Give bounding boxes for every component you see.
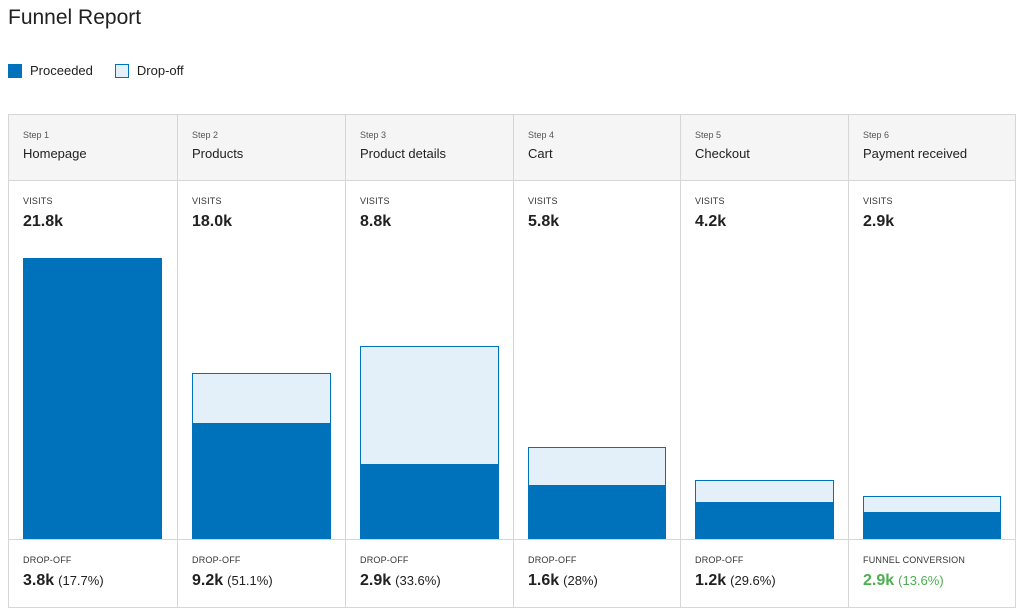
legend-swatch-dropoff xyxy=(114,63,129,78)
legend-label-proceeded: Proceeded xyxy=(30,63,93,78)
bar-proceeded[interactable] xyxy=(695,501,834,539)
bar-plot xyxy=(514,115,680,607)
visits-label: VISITS xyxy=(695,196,725,206)
funnel-step-4: Step 4 Cart VISITS 5.8k DROP-OFF 1.6k (28%) xyxy=(513,115,680,607)
visits-value: 4.2k xyxy=(695,213,727,230)
legend-label-dropoff: Drop-off xyxy=(136,63,184,78)
bar-dropoff[interactable] xyxy=(192,372,331,423)
footer-value-row: 1.2k (29.6%) xyxy=(695,572,776,590)
footer-value: 3.8k xyxy=(23,572,55,589)
footer-label: DROP-OFF xyxy=(695,555,744,565)
legend-item-dropoff[interactable]: Drop-off xyxy=(114,63,184,78)
funnel-step-3: Step 3 Product details VISITS 8.8k DROP-OFF 2… xyxy=(345,115,513,607)
bar-plot xyxy=(346,115,513,607)
bar-proceeded[interactable] xyxy=(23,258,162,539)
footer-value-row: 3.8k (17.7%) xyxy=(23,572,104,590)
footer-value: 2.9k xyxy=(863,572,895,589)
step-number: Step 5 xyxy=(695,130,722,140)
step-header: Step 1 Homepage xyxy=(9,115,177,181)
footer-percent: (13.6%) xyxy=(898,573,944,588)
footer-label: FUNNEL CONVERSION xyxy=(863,555,966,565)
funnel-step-1: Step 1 Homepage VISITS 21.8k DROP-OFF 3.8k (17… xyxy=(9,115,177,607)
step-footer: DROP-OFF 2.9k (33.6%) xyxy=(346,539,513,607)
bar-proceeded[interactable] xyxy=(528,484,666,539)
footer-label: DROP-OFF xyxy=(23,555,72,565)
page-title: Funnel Report xyxy=(8,6,142,29)
visits-label: VISITS xyxy=(192,196,222,206)
footer-value: 2.9k xyxy=(360,572,392,589)
bar-dropoff[interactable] xyxy=(695,479,834,502)
funnel-step-6: Step 6 Payment received VISITS 2.9k FUNNEL C… xyxy=(848,115,1015,607)
footer-percent: (17.7%) xyxy=(58,573,104,588)
footer-label: DROP-OFF xyxy=(192,555,241,565)
bar-dropoff[interactable] xyxy=(528,447,666,485)
footer-value: 1.6k xyxy=(528,572,560,589)
footer-percent: (33.6%) xyxy=(395,573,441,588)
step-footer: FUNNEL CONVERSION 2.9k (13.6%) xyxy=(849,539,1015,607)
step-name: Checkout xyxy=(695,146,750,161)
bar-dropoff[interactable] xyxy=(360,345,499,465)
step-footer: DROP-OFF 1.6k (28%) xyxy=(514,539,680,607)
funnel-step-5: Step 5 Checkout VISITS 4.2k DROP-OFF 1.2k (29.… xyxy=(680,115,848,607)
step-name: Product details xyxy=(360,146,446,161)
footer-value: 9.2k xyxy=(192,572,224,589)
step-name: Cart xyxy=(528,146,553,161)
legend-item-proceeded[interactable]: Proceeded xyxy=(8,63,93,78)
step-number: Step 1 xyxy=(23,130,50,140)
step-name: Homepage xyxy=(23,146,87,161)
legend-swatch-proceeded xyxy=(8,63,22,78)
step-name: Payment received xyxy=(863,146,968,161)
funnel-chart: Step 1 Homepage VISITS 21.8k DROP-OFF 3.8k (17… xyxy=(8,114,1016,608)
visits-value: 5.8k xyxy=(528,213,560,230)
visits-label: VISITS xyxy=(360,196,390,206)
visits-value: 8.8k xyxy=(360,213,392,230)
step-header: Step 5 Checkout xyxy=(681,115,848,181)
visits-label: VISITS xyxy=(23,196,53,206)
step-header: Step 6 Payment received xyxy=(849,115,1015,181)
step-number: Step 3 xyxy=(360,130,387,140)
bar-plot xyxy=(681,115,848,607)
bar-proceeded[interactable] xyxy=(863,511,1001,539)
bar-plot xyxy=(9,115,177,607)
footer-label: DROP-OFF xyxy=(528,555,577,565)
visits-label: VISITS xyxy=(863,196,893,206)
footer-percent: (28%) xyxy=(563,573,598,588)
visits-label: VISITS xyxy=(528,196,558,206)
visits-value: 18.0k xyxy=(192,213,233,230)
step-header: Step 2 Products xyxy=(178,115,345,181)
footer-value: 1.2k xyxy=(695,572,727,589)
legend: Proceeded Drop-off xyxy=(8,63,206,78)
step-number: Step 4 xyxy=(528,130,555,140)
step-footer: DROP-OFF 9.2k (51.1%) xyxy=(178,539,345,607)
step-footer: DROP-OFF 1.2k (29.6%) xyxy=(681,539,848,607)
footer-value-row: 1.6k (28%) xyxy=(528,572,598,590)
bar-proceeded[interactable] xyxy=(360,464,499,539)
footer-value-row: 2.9k (33.6%) xyxy=(360,572,441,590)
visits-value: 2.9k xyxy=(863,213,895,230)
step-number: Step 6 xyxy=(863,130,890,140)
step-header: Step 3 Product details xyxy=(346,115,513,181)
footer-label: DROP-OFF xyxy=(360,555,409,565)
footer-value-row: 2.9k (13.6%) xyxy=(863,572,944,590)
footer-percent: (29.6%) xyxy=(730,573,776,588)
footer-value-row: 9.2k (51.1%) xyxy=(192,572,273,590)
bar-dropoff[interactable] xyxy=(863,496,1001,512)
bar-plot xyxy=(849,115,1015,607)
bar-plot xyxy=(178,115,345,607)
footer-percent: (51.1%) xyxy=(227,573,273,588)
step-number: Step 2 xyxy=(192,130,219,140)
bar-proceeded[interactable] xyxy=(192,422,331,539)
step-name: Products xyxy=(192,146,244,161)
step-footer: DROP-OFF 3.8k (17.7%) xyxy=(9,539,177,607)
funnel-step-2: Step 2 Products VISITS 18.0k DROP-OFF 9.2k (51… xyxy=(177,115,345,607)
visits-value: 21.8k xyxy=(23,213,64,230)
step-header: Step 4 Cart xyxy=(514,115,680,181)
